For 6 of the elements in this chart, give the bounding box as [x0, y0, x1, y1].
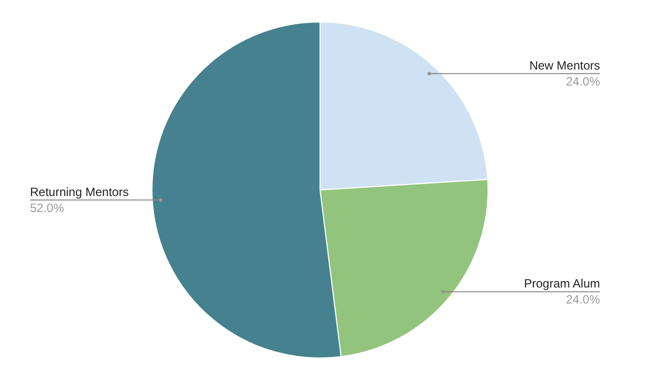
data-label: 24.0% [566, 292, 600, 307]
slice-label: Program Alum [524, 276, 600, 291]
data-label: 24.0% [566, 74, 600, 89]
slice-label: Returning Mentors [30, 185, 129, 200]
data-label: 52.0% [30, 201, 64, 216]
slice-label: New Mentors [529, 58, 600, 73]
